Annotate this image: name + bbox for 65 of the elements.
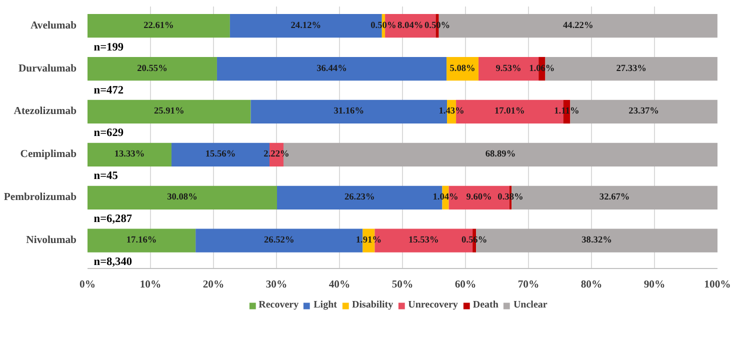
data-label: 9.53% bbox=[496, 64, 522, 74]
x-tick-label: 60% bbox=[454, 280, 476, 290]
data-label: 17.01% bbox=[494, 106, 525, 117]
legend-label: Recovery bbox=[258, 300, 299, 310]
bar bbox=[88, 56, 217, 81]
data-label: 0.50% bbox=[424, 20, 450, 31]
legend-label: Unrecovery bbox=[408, 300, 458, 310]
annotation: n=472 bbox=[94, 84, 124, 96]
data-label: 0.56% bbox=[461, 236, 488, 246]
data-label: 23.37% bbox=[628, 106, 659, 117]
data-label: 44.22% bbox=[562, 20, 594, 31]
x-tick-label: 20% bbox=[202, 280, 224, 290]
data-label: 13.33% bbox=[114, 150, 145, 160]
data-label: 31.16% bbox=[334, 106, 364, 117]
x-tick-label: 90% bbox=[644, 280, 666, 290]
bar bbox=[88, 14, 230, 38]
x-tick-label: 30% bbox=[266, 280, 288, 290]
data-label: 0.38% bbox=[498, 192, 524, 203]
annotation: n=8,340 bbox=[94, 256, 132, 268]
data-label: 22.61% bbox=[144, 20, 174, 31]
data-label: 68.89% bbox=[485, 150, 516, 160]
data-label: 17.16% bbox=[126, 236, 157, 246]
x-tick-label: 40% bbox=[328, 280, 350, 290]
legend-label: Disability bbox=[352, 300, 394, 310]
data-label: 26.52% bbox=[264, 236, 294, 246]
x-tick-label: 0% bbox=[80, 280, 96, 290]
annotation: n=199 bbox=[94, 41, 124, 54]
x-tick-label: 50% bbox=[392, 280, 414, 290]
legend-label: Light bbox=[314, 300, 337, 310]
bar bbox=[88, 228, 196, 252]
data-label: 15.53% bbox=[408, 236, 439, 246]
x-tick-label: 10% bbox=[140, 280, 162, 290]
annotation: n=629 bbox=[94, 127, 124, 140]
data-label: 8.04% bbox=[398, 20, 424, 31]
y-tick-label: Cemiplimab bbox=[20, 149, 77, 160]
x-tick-label: 100% bbox=[704, 280, 731, 290]
legend-label: Unclear bbox=[513, 300, 548, 310]
data-label: 20.55% bbox=[137, 64, 168, 74]
data-label: 36.44% bbox=[316, 64, 347, 74]
data-label: 24.12% bbox=[290, 20, 322, 31]
data-label: 1.06% bbox=[529, 64, 555, 74]
y-tick-label: Durvalumab bbox=[18, 63, 77, 74]
data-label: 30.08% bbox=[167, 192, 198, 203]
bar bbox=[216, 56, 447, 81]
y-tick-label: Atezolizumab bbox=[14, 106, 77, 118]
annotation: n=45 bbox=[94, 170, 118, 182]
bar bbox=[88, 142, 172, 166]
x-tick-label: 80% bbox=[580, 280, 602, 290]
data-label: 32.67% bbox=[599, 192, 630, 203]
y-tick-label: Avelumab bbox=[30, 20, 77, 32]
data-label: 27.33% bbox=[616, 64, 647, 74]
data-label: 26.23% bbox=[344, 192, 375, 203]
annotation: n=6,287 bbox=[94, 213, 132, 226]
data-label: 1.11% bbox=[554, 106, 580, 117]
x-tick-label: 70% bbox=[518, 280, 540, 290]
data-label: 38.32% bbox=[582, 236, 612, 246]
data-label: 15.56% bbox=[205, 150, 236, 160]
bar bbox=[88, 100, 251, 124]
y-tick-label: Nivolumab bbox=[26, 235, 77, 246]
y-tick-label: Pembrolizumab bbox=[4, 192, 77, 204]
bar bbox=[88, 186, 278, 210]
data-label: 25.91% bbox=[154, 106, 184, 117]
legend-label: Death bbox=[472, 300, 498, 310]
data-label: 9.60% bbox=[466, 192, 492, 203]
data-label: 5.08% bbox=[450, 64, 476, 74]
